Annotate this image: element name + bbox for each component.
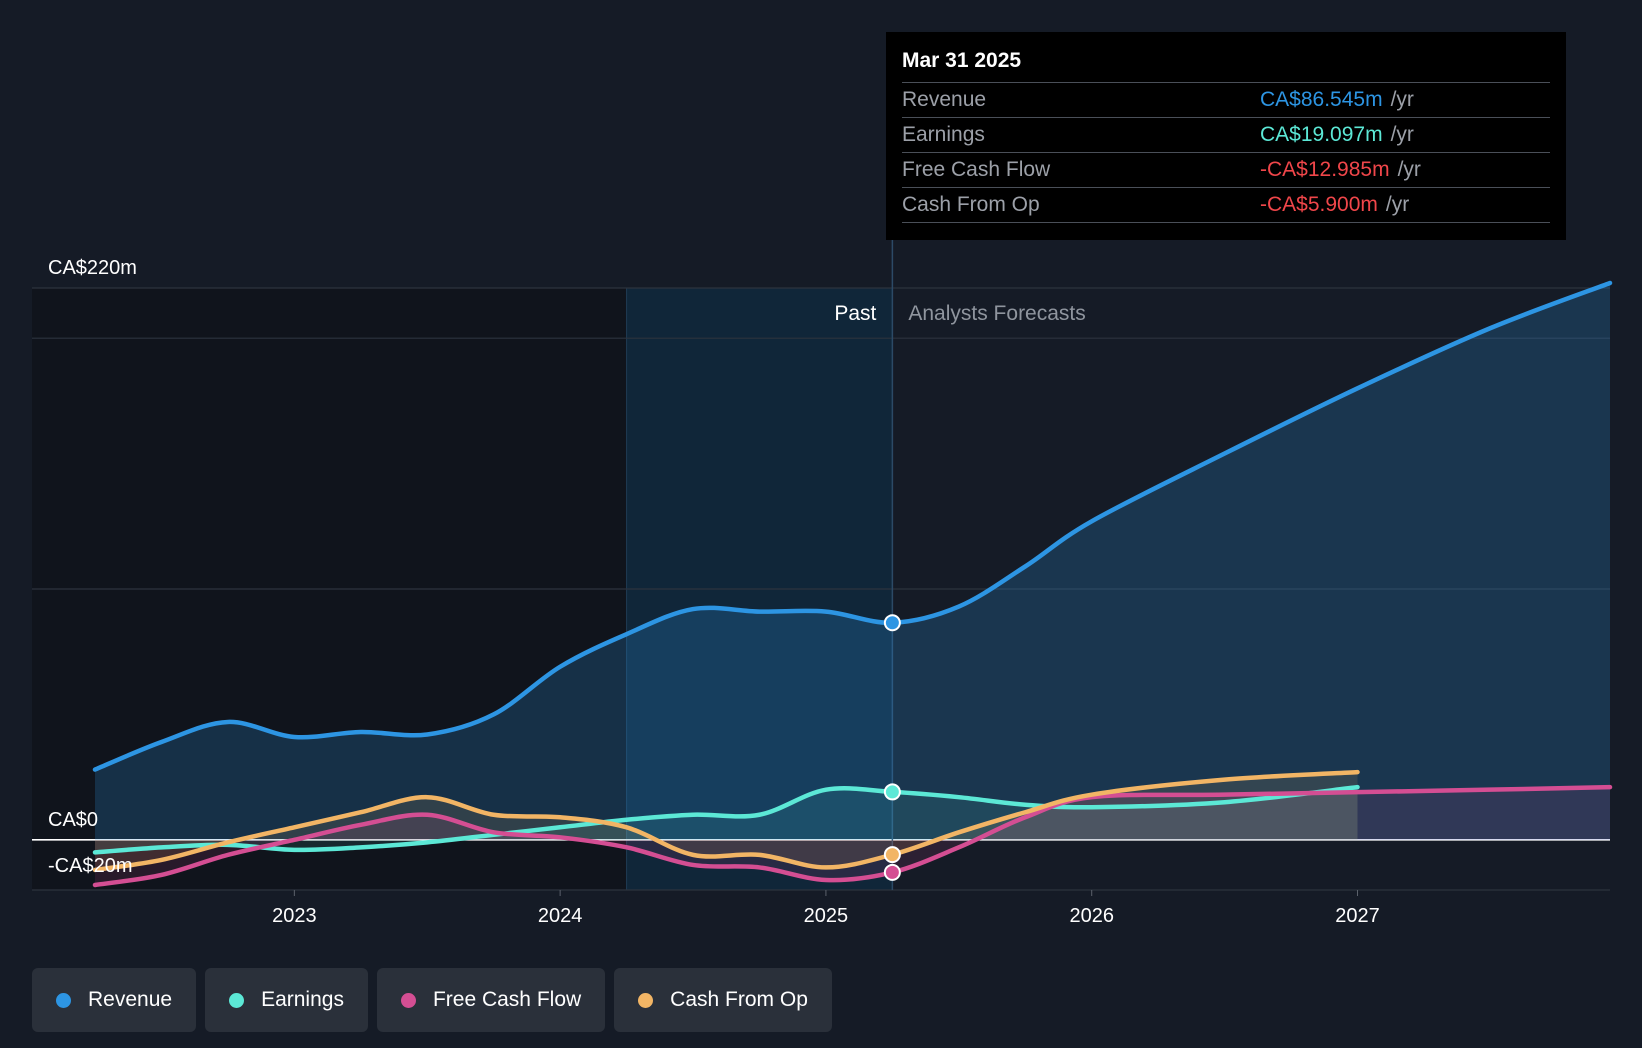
x-tick-label: 2027 — [1335, 905, 1380, 927]
legend-dot-icon — [229, 992, 245, 1008]
tooltip-label: Free Cash Flow — [902, 158, 1051, 181]
legend-label: Free Cash Flow — [432, 988, 582, 1011]
marker-free-cash-flow — [883, 863, 901, 881]
marker-earnings — [883, 783, 901, 801]
area-cash-from-op — [95, 772, 1358, 870]
tooltip: Mar 31 2025 Revenue CA$86.545m /yr Earni… — [886, 32, 1566, 240]
y-tick-label: CA$220m — [48, 257, 137, 279]
legend-item-revenue[interactable]: Revenue — [32, 968, 197, 1032]
marker-cash-from-op — [883, 846, 901, 864]
legend-label: Earnings — [261, 988, 344, 1011]
forecast-label: Analysts Forecasts — [908, 302, 1085, 325]
legend-item-earnings[interactable]: Earnings — [205, 968, 368, 1032]
legend-item-cash-from-op[interactable]: Cash From Op — [614, 968, 832, 1032]
y-tick-label: CA$0 — [48, 809, 98, 831]
line-free-cash-flow — [92, 784, 1613, 888]
tooltip-row-earnings: Earnings CA$19.097m /yr — [902, 117, 1550, 152]
tooltip-date: Mar 31 2025 — [902, 49, 1022, 72]
tooltip-label: Revenue — [902, 88, 987, 111]
tooltip-label: Cash From Op — [902, 193, 1040, 216]
marker-revenue — [883, 614, 901, 632]
line-earnings — [92, 784, 1360, 855]
tooltip-unit: /yr — [1390, 88, 1414, 111]
tooltip-unit: /yr — [1385, 193, 1410, 216]
tooltip-value: CA$86.545m — [1260, 88, 1383, 111]
tooltip-value: CA$19.097m — [1260, 123, 1383, 146]
tooltip-unit: /yr — [1397, 158, 1421, 181]
tooltip-row-free-cash-flow: Free Cash Flow -CA$12.985m /yr — [902, 152, 1550, 187]
x-tick-label: 2026 — [1069, 905, 1114, 927]
area-earnings — [95, 787, 1358, 853]
x-tick-label: 2024 — [538, 905, 583, 927]
x-tick-label: 2025 — [804, 905, 849, 927]
tooltip-unit: /yr — [1390, 123, 1414, 146]
tooltip-value: -CA$5.900m — [1260, 193, 1378, 216]
legend-item-free-cash-flow[interactable]: Free Cash Flow — [376, 968, 606, 1032]
line-revenue — [92, 280, 1613, 772]
past-label: Past — [834, 302, 876, 325]
tooltip-label: Earnings — [902, 123, 985, 146]
x-tick-label: 2023 — [272, 905, 317, 927]
legend-label: Cash From Op — [670, 988, 808, 1011]
area-revenue — [95, 282, 1610, 840]
legend-dot-icon — [56, 992, 71, 1008]
y-tick-label: -CA$20m — [48, 855, 132, 877]
legend: Revenue Earnings Free Cash Flow Cash Fro… — [32, 968, 832, 1032]
legend-label: Revenue — [88, 988, 173, 1011]
tooltip-value: -CA$12.985m — [1260, 158, 1390, 181]
line-cash-from-op — [92, 769, 1360, 873]
tooltip-row-cash-from-op: Cash From Op -CA$5.900m /yr — [902, 187, 1550, 223]
area-free-cash-flow — [95, 787, 1610, 885]
legend-dot-icon — [400, 992, 416, 1008]
tooltip-row-revenue: Revenue CA$86.545m /yr — [902, 82, 1550, 117]
legend-dot-icon — [638, 992, 654, 1008]
